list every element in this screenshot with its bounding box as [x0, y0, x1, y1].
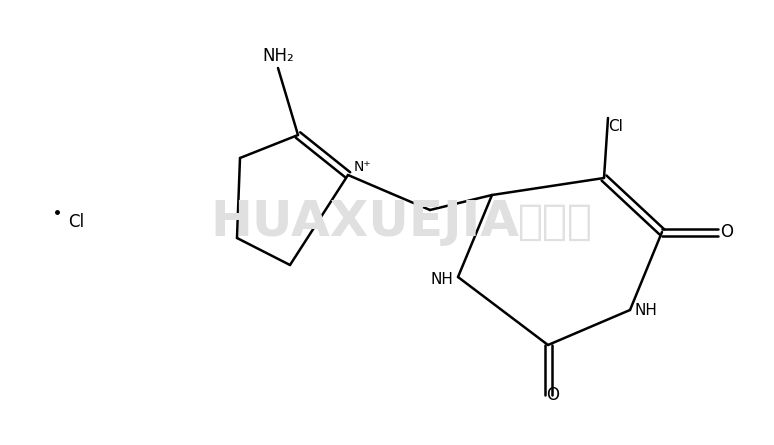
Text: HUAXUEJIA: HUAXUEJIA [211, 198, 519, 246]
Text: O: O [721, 223, 734, 241]
Text: Cl: Cl [608, 118, 623, 134]
Text: O: O [546, 386, 560, 404]
Text: NH: NH [430, 271, 454, 287]
Text: Cl: Cl [68, 213, 84, 231]
Text: 化学加: 化学加 [518, 201, 593, 243]
Text: NH₂: NH₂ [262, 47, 294, 65]
Text: N⁺: N⁺ [353, 160, 371, 174]
Text: NH: NH [635, 303, 657, 317]
